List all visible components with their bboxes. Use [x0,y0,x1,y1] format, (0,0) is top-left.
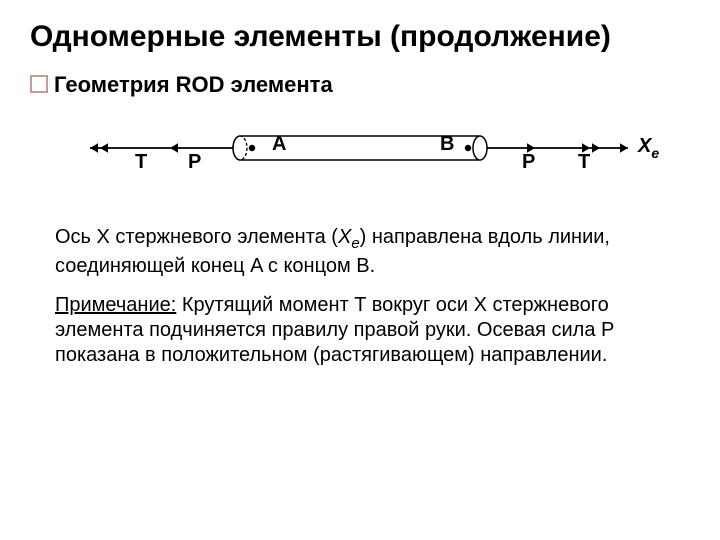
paragraph-1: Ось X стержневого элемента (Xe) направле… [55,225,665,279]
svg-text:P: P [188,151,201,173]
svg-text:P: P [522,151,535,173]
slide-title: Одномерные элементы (продолжение) [30,20,690,54]
slide-subtitle: Геометрия ROD элемента [30,72,690,98]
svg-text:B: B [440,133,454,155]
svg-text:Xe: Xe [637,135,659,161]
p1-a: Ось X стержневого элемента ( [55,226,338,248]
note-label: Примечание: [55,294,176,316]
subtitle-text: Геометрия ROD элемента [54,72,333,97]
svg-text:A: A [272,133,286,155]
bullet-icon [30,75,48,93]
svg-text:T: T [135,151,147,173]
rod-diagram: T P A B P T Xe [30,110,690,205]
paragraph-2: Примечание: Крутящий момент T вокруг оси… [55,293,665,368]
svg-text:T: T [578,151,590,173]
p1-xe: Xe [338,226,360,248]
